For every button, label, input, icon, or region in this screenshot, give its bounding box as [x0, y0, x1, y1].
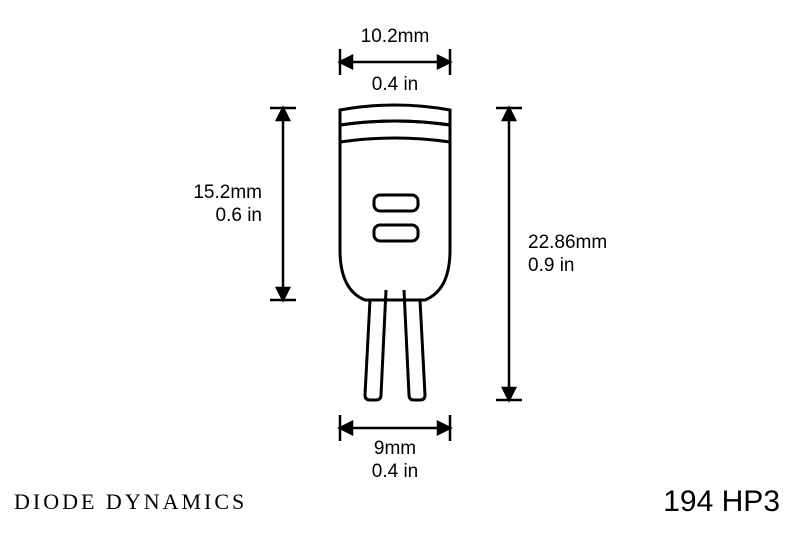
dim-top-in: 0.4 in — [372, 74, 418, 95]
dim-bottom-in: 0.4 in — [372, 461, 418, 482]
dim-left-in: 0.6 in — [216, 205, 262, 226]
led-chips — [374, 195, 418, 241]
dim-bottom-mm: 9mm — [374, 438, 416, 459]
dim-top-mm: 10.2mm — [361, 26, 430, 47]
bulb-diagram: 10.2mm 0.4 in 15.2mm 0.6 in 22.86mm 0.9 … — [0, 0, 800, 533]
dim-left-mm: 15.2mm — [193, 182, 262, 203]
dim-right — [496, 108, 522, 400]
dim-left — [270, 108, 296, 300]
dim-right-mm: 22.86mm — [528, 232, 607, 253]
product-label: 194 HP3 — [663, 485, 780, 519]
dim-top — [340, 49, 450, 75]
bulb-head — [340, 105, 450, 300]
brand-label: DIODE DYNAMICS — [14, 489, 247, 515]
dim-right-in: 0.9 in — [528, 255, 574, 276]
wedge-base — [365, 290, 425, 400]
